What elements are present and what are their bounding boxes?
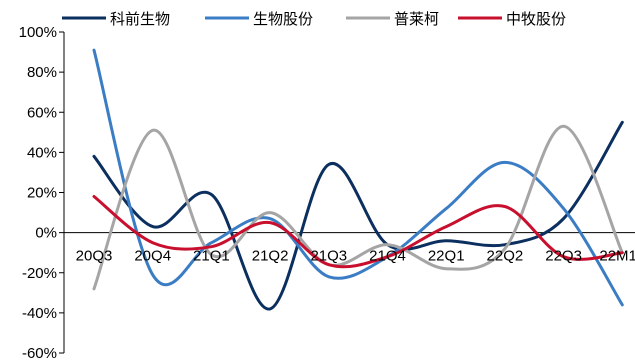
legend-label: 生物股份 xyxy=(253,10,313,28)
x-tick-label: 21Q1 xyxy=(193,248,230,265)
y-tick-label: 80% xyxy=(27,64,57,81)
series-line-3 xyxy=(92,124,624,291)
legend-label: 科前生物 xyxy=(110,10,170,28)
x-tick-labels: 20Q3 20Q4 21Q1 21Q2 21Q3 21Q4 22Q1 22Q2 22Q3 22M1… xyxy=(76,248,635,265)
x-tick-label: 21Q2 xyxy=(252,248,289,265)
legend: 科前生物 生物股份 普莱柯 中牧股份 xyxy=(62,10,566,28)
axes: 100% 80% 60% 40% 20% 0% -20% -40% -60% xyxy=(19,24,635,361)
series-line-4 xyxy=(92,195,624,269)
x-tick-label: 20Q4 xyxy=(134,248,171,265)
x-tick-label: 21Q4 xyxy=(369,248,406,265)
x-tick-label: 20Q3 xyxy=(76,248,113,265)
legend-item: 生物股份 xyxy=(205,10,313,28)
y-tick-label: 40% xyxy=(27,144,57,161)
x-tick-label: 22Q3 xyxy=(545,248,582,265)
y-tick-label: -60% xyxy=(22,345,57,361)
y-tick-label: 100% xyxy=(19,24,57,41)
x-tick-label: 22M10 xyxy=(599,248,635,265)
legend-item: 科前生物 xyxy=(62,10,170,28)
y-tick-label: 60% xyxy=(27,104,57,121)
legend-item: 中牧股份 xyxy=(458,10,566,28)
x-tick-label: 22Q2 xyxy=(487,248,524,265)
legend-item: 普莱柯 xyxy=(346,10,439,28)
series-line-1 xyxy=(92,120,624,311)
y-tick-label: 0% xyxy=(35,225,57,242)
x-tick-label: 22Q1 xyxy=(428,248,465,265)
y-tick-label: -40% xyxy=(22,305,57,322)
y-tick-label: 20% xyxy=(27,185,57,202)
y-tick-label: -20% xyxy=(22,265,57,282)
legend-label: 中牧股份 xyxy=(506,10,566,28)
series-lines xyxy=(92,48,624,311)
legend-label: 普莱柯 xyxy=(394,10,439,28)
x-tick-label: 21Q3 xyxy=(310,248,347,265)
